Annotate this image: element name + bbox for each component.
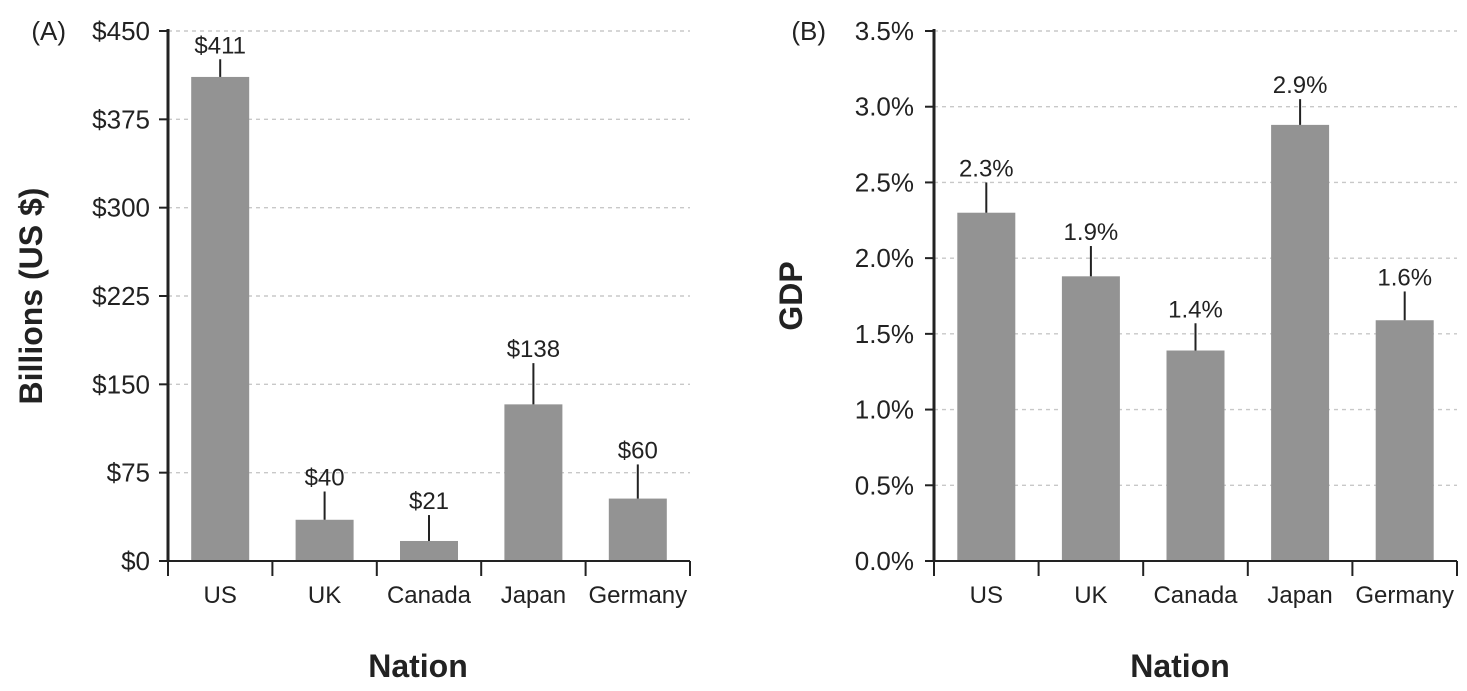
data-label: 1.9% — [1064, 219, 1119, 246]
data-label: 1.4% — [1168, 296, 1223, 323]
x-tick-label: Germany — [1355, 582, 1454, 609]
x-tick-label: Germany — [588, 582, 687, 609]
x-tick-label: UK — [308, 582, 341, 609]
y-tick-label: $225 — [92, 281, 150, 311]
y-tick-label: $150 — [92, 369, 150, 399]
panel-label: (A) — [31, 16, 66, 46]
bar — [608, 498, 667, 561]
bar — [295, 519, 354, 561]
x-axis-label: Nation — [1130, 648, 1230, 684]
x-tick-label: Canada — [1153, 582, 1238, 609]
bar — [400, 540, 458, 561]
y-tick-label: $75 — [107, 458, 150, 488]
y-tick-label: 0.0% — [855, 546, 914, 576]
y-tick-label: 2.0% — [855, 243, 914, 273]
y-tick-label: 3.0% — [855, 92, 914, 122]
data-label: $60 — [618, 437, 658, 464]
y-tick-label: 3.5% — [855, 16, 914, 46]
data-label: 2.9% — [1273, 72, 1328, 99]
x-tick-label: US — [970, 582, 1003, 609]
bar — [1375, 320, 1434, 561]
data-label: $40 — [305, 465, 345, 492]
y-axis-label: GDP — [773, 261, 809, 330]
bar — [1271, 124, 1330, 561]
y-tick-label: 0.5% — [855, 470, 914, 500]
panel-label: (B) — [791, 16, 826, 46]
x-tick-label: Japan — [501, 582, 566, 609]
x-tick-label: Japan — [1267, 582, 1332, 609]
bar — [957, 212, 1016, 561]
data-label: $411 — [194, 32, 246, 59]
bar — [1166, 350, 1225, 561]
y-tick-label: $375 — [92, 104, 150, 134]
x-tick-label: Canada — [387, 582, 472, 609]
bar — [191, 76, 250, 561]
y-tick-label: $300 — [92, 193, 150, 223]
x-tick-label: US — [204, 582, 237, 609]
bar — [504, 404, 563, 561]
x-tick-label: UK — [1074, 582, 1107, 609]
y-axis-label: Billions (US $) — [13, 188, 49, 405]
data-label: $138 — [507, 336, 560, 363]
data-label: 2.3% — [959, 155, 1014, 182]
y-tick-label: 2.5% — [855, 167, 914, 197]
y-tick-label: 1.5% — [855, 319, 914, 349]
y-tick-label: 1.0% — [855, 395, 914, 425]
x-axis-label: Nation — [368, 648, 468, 684]
y-tick-label: $0 — [121, 546, 150, 576]
data-label: 1.6% — [1377, 264, 1432, 291]
data-label: $21 — [409, 488, 449, 515]
y-tick-label: $450 — [92, 16, 150, 46]
bar — [1061, 276, 1120, 561]
